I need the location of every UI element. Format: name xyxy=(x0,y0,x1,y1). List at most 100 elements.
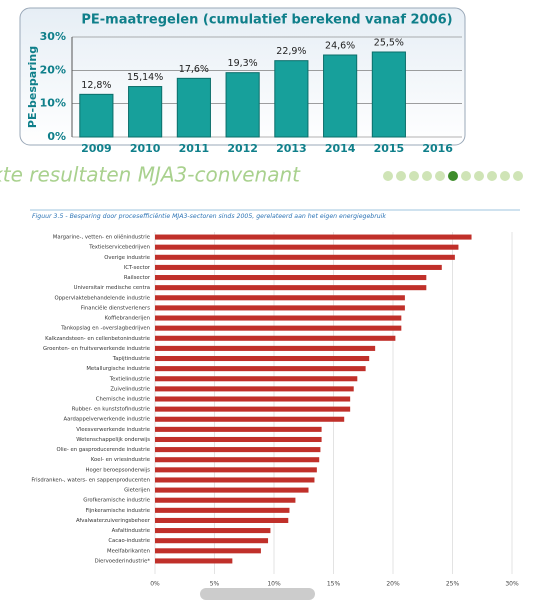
y-tick-label: Margarine-, vetten- en oliënindustrie xyxy=(53,235,150,241)
y-tick-label: Vleesverwerkende industrie xyxy=(76,427,150,433)
bar xyxy=(155,406,351,412)
bar xyxy=(155,366,366,372)
bar xyxy=(155,285,427,291)
figure-caption: Figuur 3.5 - Besparing door proceseffici… xyxy=(32,212,386,220)
bar xyxy=(155,487,309,493)
x-tick-label: 10% xyxy=(267,581,281,588)
x-tick-label: 2016 xyxy=(422,142,453,155)
y-tick-label: ICT-sector xyxy=(124,265,151,271)
y-tick-label: Rubber- en kunststofindustrie xyxy=(72,407,150,413)
chart-title: PE-maatregelen (cumulatief berekend vana… xyxy=(81,13,452,28)
bar xyxy=(155,335,396,341)
value-label: 12,8% xyxy=(81,80,111,91)
bar xyxy=(155,457,320,463)
bar xyxy=(155,305,405,311)
x-tick-label: 2011 xyxy=(179,142,210,155)
y-tick-label: 20% xyxy=(40,63,66,76)
y-tick-label: Koel- en vriesindustrie xyxy=(91,457,150,463)
bar xyxy=(155,244,459,250)
y-tick-label: Asfaltindustrie xyxy=(112,528,150,534)
bar xyxy=(128,86,163,138)
y-tick-label: Overige industrie xyxy=(104,255,150,261)
bar xyxy=(155,548,261,554)
x-tick-label: 2012 xyxy=(227,142,258,155)
bar xyxy=(155,315,402,321)
y-tick-label: Universitair medische centra xyxy=(74,285,150,291)
y-tick-label: Kalkzandsteen- en cellenbetonindustrie xyxy=(45,336,150,342)
y-tick-label: Frisdranken-, waters- en sappenproducent… xyxy=(31,477,150,483)
bar xyxy=(155,376,358,382)
bar xyxy=(155,467,317,473)
y-tick-label: Textielservicebedrijven xyxy=(88,245,150,251)
bar xyxy=(155,254,455,260)
value-label: 19,3% xyxy=(228,58,258,69)
y-tick-label: Fijnkeramische industrie xyxy=(86,508,150,514)
bar xyxy=(225,72,260,138)
y-tick-label: Diervoederindustrie* xyxy=(95,558,151,564)
bar xyxy=(155,477,315,483)
y-tick-label: Railsector xyxy=(124,275,151,281)
bar xyxy=(371,51,406,138)
x-tick-label: 2015 xyxy=(374,142,405,155)
y-tick-label: Afvalwaterzuiveringsbeheer xyxy=(76,518,151,524)
x-tick-label: 5% xyxy=(210,581,220,588)
y-tick-label: Chemische industrie xyxy=(96,397,150,403)
bar xyxy=(155,264,442,270)
y-tick-label: Gieterijen xyxy=(124,488,150,494)
y-tick-label: Groenten- en fruitverwerkende industrie xyxy=(43,346,150,352)
bar xyxy=(155,234,472,240)
y-tick-label: 0% xyxy=(47,130,66,143)
scrollbar xyxy=(200,588,315,600)
y-tick-label: Olie- en gasproducerende industrie xyxy=(57,447,150,453)
bar xyxy=(155,447,321,453)
bar xyxy=(155,386,354,392)
value-label: 24,6% xyxy=(325,41,355,52)
value-label: 22,9% xyxy=(276,46,306,57)
x-tick-label: 20% xyxy=(386,581,400,588)
bar xyxy=(155,396,351,402)
y-tick-label: Grofkeramische industrie xyxy=(83,498,150,504)
bar xyxy=(155,355,370,362)
y-tick-label: Oppervlaktebehandelende industrie xyxy=(55,295,150,301)
y-tick-label: 10% xyxy=(40,97,66,110)
bar xyxy=(155,497,296,503)
bar xyxy=(155,528,271,534)
value-label: 15,14% xyxy=(127,72,163,83)
bar xyxy=(274,60,309,138)
bar xyxy=(155,538,269,544)
bar xyxy=(155,275,427,281)
y-tick-label: Hoger beroepsonderwijs xyxy=(86,467,151,473)
bar xyxy=(155,295,405,301)
bar xyxy=(155,507,290,513)
value-label: 17,6% xyxy=(179,64,209,75)
y-tick-label: Financiële dienstverleners xyxy=(81,305,151,311)
bar xyxy=(155,558,233,564)
bar xyxy=(155,325,402,331)
y-tick-label: Tapijtindustrie xyxy=(112,356,150,362)
bar xyxy=(155,426,322,432)
y-tick-label: Cacao-industrie xyxy=(108,538,150,544)
x-tick-label: 2010 xyxy=(130,142,161,155)
section-heading: 3 Bereikte resultaten MJA3-convenant xyxy=(0,163,301,187)
y-axis-label: PE-besparing xyxy=(26,46,39,128)
bar xyxy=(155,517,289,523)
y-tick-label: Tankopslag en -overslagbedrijven xyxy=(60,326,150,332)
y-tick-label: Aardappelverwerkende industrie xyxy=(64,417,150,423)
y-tick-label: Wetenschappelijk onderwijs xyxy=(76,437,150,443)
x-tick-label: 2009 xyxy=(81,142,112,155)
bar xyxy=(176,77,211,138)
bar xyxy=(155,416,345,422)
x-tick-label: 2014 xyxy=(325,142,356,155)
y-tick-label: Zuivelindustrie xyxy=(110,386,150,392)
y-tick-label: Metallurgische industrie xyxy=(86,366,150,372)
y-tick-label: Meelfabrikanten xyxy=(107,548,150,554)
bar xyxy=(79,93,114,138)
bar xyxy=(155,436,322,443)
y-tick-label: Koffiebranderijen xyxy=(105,316,150,322)
y-tick-label: Textielindustrie xyxy=(109,376,150,382)
x-tick-label: 0% xyxy=(150,581,160,588)
bar xyxy=(155,345,376,351)
bar xyxy=(323,54,358,138)
